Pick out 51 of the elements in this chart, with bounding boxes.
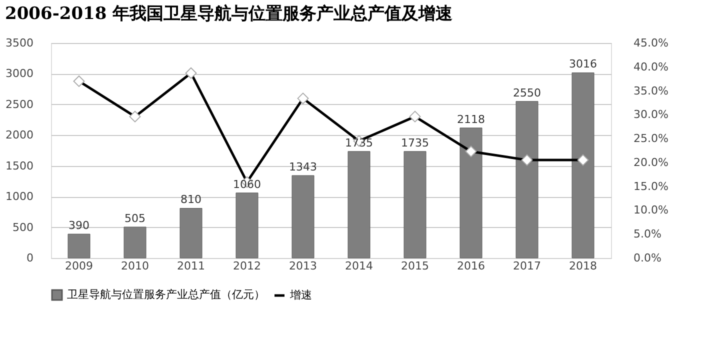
data-label: 810 xyxy=(180,193,202,206)
data-label: 2550 xyxy=(513,86,541,100)
y2-tick-label: 40.0% xyxy=(634,60,668,74)
x-tick-label: 2018 xyxy=(569,260,597,272)
x-tick-label: 2017 xyxy=(513,260,541,272)
y-tick-label: 1000 xyxy=(6,190,34,204)
bar xyxy=(292,175,314,258)
bar xyxy=(236,192,258,258)
data-label: 3016 xyxy=(569,58,597,71)
y2-tick-label: 35.0% xyxy=(634,84,668,98)
legend-label: 卫星导航与位置服务产业总产值（亿元） xyxy=(67,288,265,301)
y2-tick-label: 30.0% xyxy=(634,108,668,122)
data-label: 1735 xyxy=(345,136,373,150)
data-label: 390 xyxy=(68,219,90,232)
data-label: 1735 xyxy=(401,136,429,150)
data-label: 2118 xyxy=(457,112,485,126)
y-tick-label: 500 xyxy=(12,220,34,234)
y-tick-label: 2500 xyxy=(6,98,34,111)
bar xyxy=(68,234,90,258)
data-label: 1060 xyxy=(233,178,261,191)
x-tick-label: 2012 xyxy=(233,260,261,272)
y2-tick-label: 15.0% xyxy=(634,180,668,193)
x-tick-label: 2009 xyxy=(65,260,93,272)
bar xyxy=(180,208,202,258)
bar xyxy=(404,151,426,258)
y2-tick-label: 20.0% xyxy=(634,156,668,169)
y2-tick-label: 5.0% xyxy=(634,228,662,241)
y-tick-label: 1500 xyxy=(6,159,34,172)
y-tick-label: 3000 xyxy=(6,67,34,80)
y-tick-label: 3500 xyxy=(6,36,34,50)
bar xyxy=(460,128,482,258)
data-label: 1343 xyxy=(289,160,317,174)
x-tick-label: 2014 xyxy=(345,260,373,272)
y-tick-label: 2000 xyxy=(6,128,34,142)
bar xyxy=(124,226,146,258)
data-label: 505 xyxy=(124,212,146,225)
chart-title: 2006-2018 年我国卫星导航与位置服务产业总产值及增速 xyxy=(5,4,453,24)
y-tick-label: 0 xyxy=(26,252,34,264)
x-tick-label: 2015 xyxy=(401,260,429,272)
bar xyxy=(348,151,370,258)
y2-tick-label: 10.0% xyxy=(634,204,668,217)
x-tick-label: 2013 xyxy=(289,260,317,272)
x-tick-label: 2011 xyxy=(177,260,205,272)
bar xyxy=(516,101,538,258)
legend-label: 增速 xyxy=(289,288,312,302)
x-tick-label: 2016 xyxy=(457,260,485,272)
x-tick-label: 2010 xyxy=(121,260,149,272)
y2-tick-label: 0.0% xyxy=(634,252,662,264)
y2-tick-label: 25.0% xyxy=(634,132,668,146)
bar xyxy=(572,72,594,258)
y2-tick-label: 45.0% xyxy=(634,36,668,50)
